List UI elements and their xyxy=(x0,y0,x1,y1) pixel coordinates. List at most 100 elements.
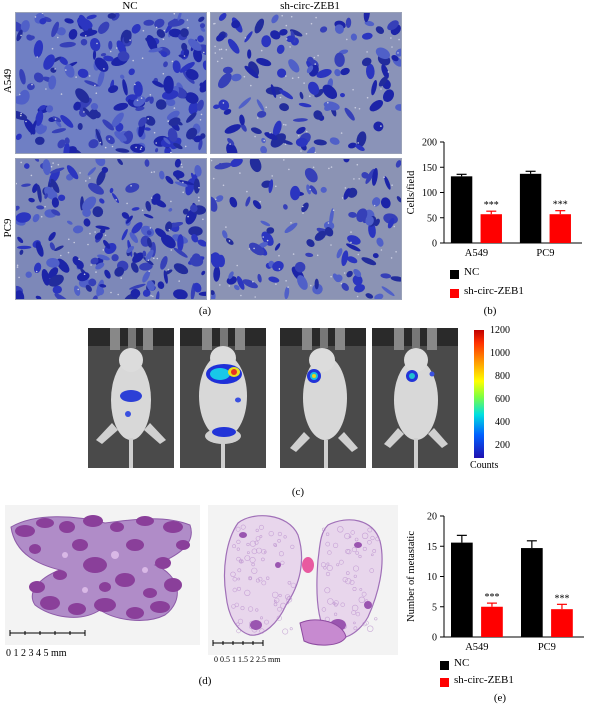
stain-cell xyxy=(88,139,99,149)
pore-dot xyxy=(366,96,369,99)
stain-cell xyxy=(173,263,189,275)
pore-dot xyxy=(262,236,264,238)
ivis-mouse-4 xyxy=(372,328,458,468)
pore-dot xyxy=(199,119,202,121)
stain-cell xyxy=(96,170,106,186)
stain-cell xyxy=(214,162,232,170)
pore-dot xyxy=(139,148,142,150)
stain-cell xyxy=(132,252,144,263)
pore-dot xyxy=(187,27,189,29)
pore-dot xyxy=(302,205,304,208)
stain-cell xyxy=(51,209,61,216)
stain-cell xyxy=(155,228,167,238)
pore-dot xyxy=(182,191,184,194)
pore-dot xyxy=(344,187,347,189)
stain-cell xyxy=(95,159,106,167)
pore-dot xyxy=(350,231,352,233)
alveolus xyxy=(259,616,263,620)
stain-cell xyxy=(129,232,139,243)
stain-cell xyxy=(35,295,42,299)
alveolus xyxy=(333,600,339,606)
stain-cell xyxy=(35,136,45,145)
alveolus xyxy=(244,589,251,596)
stain-cell xyxy=(138,117,147,127)
stain-cell xyxy=(152,80,165,88)
stain-cell xyxy=(102,119,115,131)
stain-cell xyxy=(97,254,110,261)
pore-dot xyxy=(263,139,265,142)
alveolus xyxy=(362,621,367,627)
stain-cell xyxy=(32,183,39,193)
pore-dot xyxy=(391,184,393,186)
pore-dot xyxy=(305,33,308,35)
alveolus xyxy=(236,586,241,591)
stain-cell xyxy=(179,61,195,73)
stain-cell xyxy=(390,276,401,282)
stain-cell xyxy=(24,118,36,135)
alveolus xyxy=(284,594,291,600)
pore-dot xyxy=(380,125,382,127)
stain-cell xyxy=(271,14,279,24)
micrograph-pc9-sh-svg xyxy=(211,159,401,299)
y-axis-label: Cells/field xyxy=(406,170,417,214)
stain-cell xyxy=(260,145,267,153)
stain-cell xyxy=(139,262,153,271)
stain-cell xyxy=(298,102,312,108)
stain-cell xyxy=(313,110,323,120)
micrograph-pc9-sh xyxy=(210,158,402,300)
pore-dot xyxy=(136,99,139,102)
stain-cell xyxy=(222,230,228,239)
stain-cell xyxy=(372,253,379,259)
colorbar-tick: 600 xyxy=(495,394,510,405)
alveolus xyxy=(251,548,258,555)
legend-b-sh-swatch xyxy=(450,289,459,298)
stain-cell xyxy=(380,197,391,209)
ivis-mouse-3 xyxy=(280,328,366,468)
stain-cell xyxy=(272,260,284,272)
stain-cell xyxy=(16,133,22,141)
alveolus xyxy=(353,574,357,578)
pore-dot xyxy=(358,178,360,180)
stain-cell xyxy=(49,242,56,251)
stain-cell xyxy=(117,159,123,166)
alveolus xyxy=(232,544,237,549)
pore-dot xyxy=(168,229,171,231)
pore-dot xyxy=(330,166,333,168)
stain-cell xyxy=(172,60,181,74)
stain-cell xyxy=(151,193,161,205)
stain-cell xyxy=(107,13,116,19)
pore-dot xyxy=(129,39,131,41)
alveolus xyxy=(351,610,357,615)
stain-cell xyxy=(324,102,334,112)
alveolus xyxy=(370,535,375,541)
stain-cell xyxy=(293,118,308,122)
alveolus xyxy=(283,535,287,539)
panel-label-d: (d) xyxy=(198,675,212,687)
pore-dot xyxy=(167,268,170,271)
stain-cell xyxy=(223,108,232,115)
pore-dot xyxy=(222,102,225,104)
pore-dot xyxy=(163,29,166,32)
stain-cell xyxy=(216,34,225,42)
pore-dot xyxy=(200,113,203,116)
alveolus xyxy=(353,621,356,625)
stain-cell xyxy=(87,167,97,176)
scale-label-left: 0 1 2 3 4 5 mm xyxy=(6,648,67,659)
alveolus xyxy=(369,568,374,573)
pore-dot xyxy=(54,118,57,120)
stain-cell xyxy=(371,197,381,207)
pore-dot xyxy=(291,77,294,79)
stain-cell xyxy=(347,256,358,264)
stain-cell xyxy=(174,159,181,168)
pore-dot xyxy=(183,55,186,57)
stain-cell xyxy=(33,262,42,274)
significance-label: *** xyxy=(553,200,568,211)
pore-dot xyxy=(186,19,189,21)
stain-cell xyxy=(231,20,241,29)
stain-cell xyxy=(346,270,353,278)
pore-dot xyxy=(65,69,67,71)
stain-cell xyxy=(229,196,238,208)
alveolus xyxy=(358,554,362,559)
pore-dot xyxy=(380,88,382,90)
stain-cell xyxy=(264,132,278,141)
